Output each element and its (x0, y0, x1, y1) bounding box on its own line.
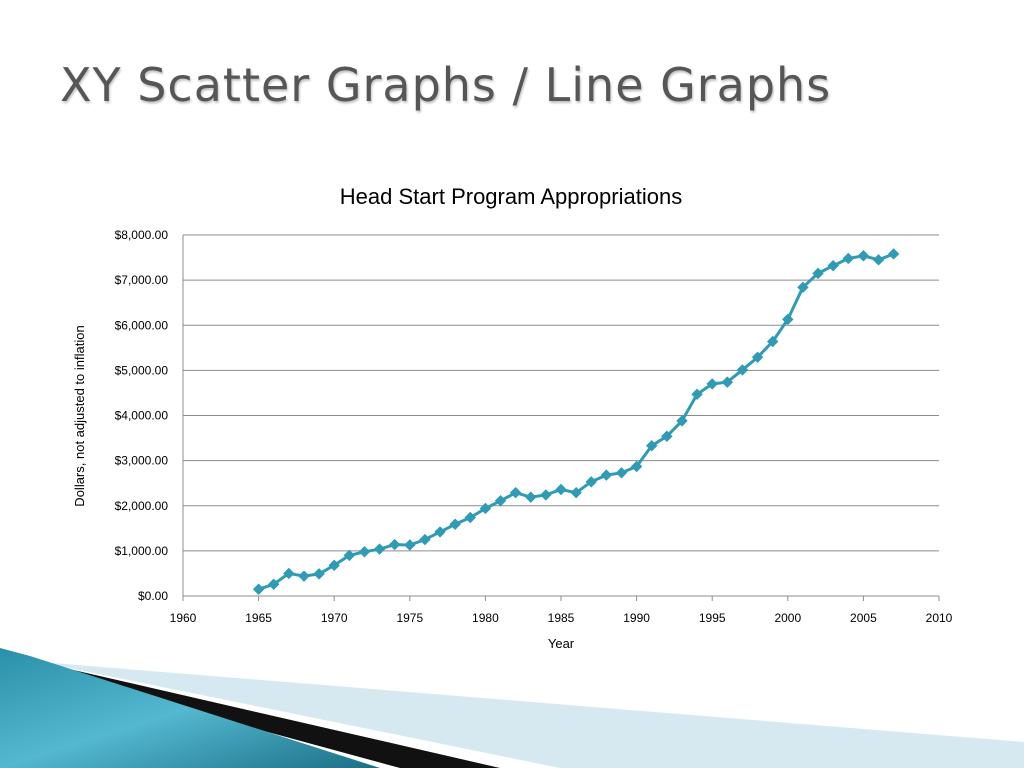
data-point (540, 489, 552, 501)
y-tick-label: $7,000.00 (115, 273, 169, 287)
swoosh-light-band (40, 662, 1024, 768)
data-point (782, 313, 794, 326)
data-point (283, 567, 295, 580)
y-axis-label: Dollars, not adjusted to inflation (72, 325, 87, 506)
data-point (706, 378, 718, 390)
data-point (646, 440, 658, 452)
y-tick-label: $3,000.00 (115, 454, 169, 468)
y-tick-label: $5,000.00 (115, 363, 169, 377)
data-point (479, 502, 492, 515)
data-point (419, 533, 431, 546)
chart-title: Head Start Program Appropriations (340, 184, 682, 209)
data-point (842, 252, 854, 265)
y-tick-label: $1,000.00 (115, 544, 169, 558)
data-point (328, 559, 340, 572)
data-point (630, 460, 643, 473)
data-point (434, 526, 446, 538)
data-point (494, 495, 507, 507)
series-0 (252, 248, 900, 595)
tick-labels: $0.00 $1,000.00 $2,000.00 $3,000.00 $4,000.0… (115, 228, 953, 625)
x-tick-label: 1970 (321, 611, 348, 625)
data-point (404, 539, 416, 551)
data-point (751, 351, 764, 363)
x-tick-label: 1990 (623, 611, 650, 625)
data-point (313, 568, 325, 580)
data-point (570, 486, 582, 499)
data-point (797, 281, 809, 294)
data-point (373, 543, 386, 555)
data-point (388, 538, 401, 551)
data-point (615, 467, 628, 479)
data-point (464, 511, 476, 524)
x-tick-label: 1985 (548, 611, 575, 625)
x-tick-label: 1965 (245, 611, 272, 625)
data-point (343, 549, 356, 562)
x-tick-label: 1980 (472, 611, 499, 625)
x-tick-label: 1995 (699, 611, 726, 625)
data-point (555, 483, 567, 496)
data-point (872, 254, 885, 266)
y-tick-label: $4,000.00 (115, 409, 169, 423)
x-tick-label: 1960 (170, 611, 197, 625)
data-point (721, 376, 734, 388)
x-axis-label: Year (548, 636, 575, 651)
data-point (887, 248, 900, 260)
swoosh-dark-band (25, 660, 500, 768)
gridlines (182, 234, 940, 601)
y-tick-label: $8,000.00 (115, 228, 169, 242)
y-tick-label: $2,000.00 (115, 499, 169, 513)
data-point (827, 259, 839, 272)
x-tick-label: 1975 (396, 611, 423, 625)
y-tick-label: $0.00 (138, 589, 168, 603)
slide-title: XY Scatter Graphs / Line Graphs (60, 58, 832, 112)
data-point (358, 546, 371, 558)
data-point (268, 578, 280, 590)
data-point (600, 469, 613, 481)
data-point (691, 388, 703, 400)
x-tick-label: 2000 (774, 611, 801, 625)
data-point (812, 267, 824, 280)
data-point (252, 583, 265, 595)
data-point (661, 430, 673, 442)
data-point (449, 518, 461, 530)
data-point (736, 364, 749, 376)
swoosh-teal-band (0, 648, 380, 768)
data-point (525, 491, 537, 503)
x-tick-label: 2005 (850, 611, 877, 625)
data-point (676, 415, 688, 427)
x-tick-label: 2010 (926, 611, 953, 625)
data-point (298, 570, 310, 582)
y-tick-label: $6,000.00 (115, 318, 169, 332)
data-point (585, 476, 597, 488)
data-point (766, 335, 779, 348)
data-point (857, 250, 870, 262)
data-point (509, 486, 522, 499)
